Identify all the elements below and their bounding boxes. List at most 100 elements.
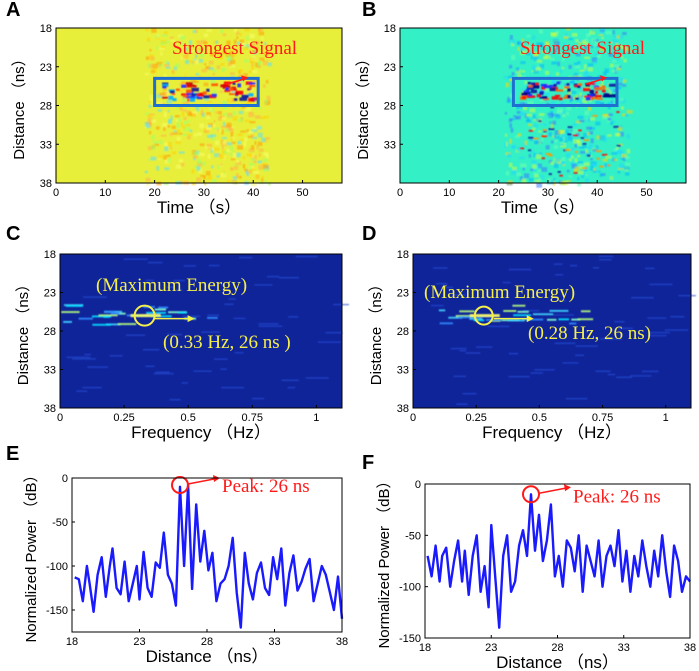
heatmap-cell — [621, 153, 627, 158]
heatmap-cell — [564, 83, 568, 87]
heatmap-cell — [226, 142, 233, 146]
y-tick-label-A: 33 — [40, 139, 52, 151]
heatmap-cell — [164, 159, 170, 164]
x-tick-label-E: 18 — [66, 636, 78, 648]
heatmap-strong-cell — [229, 88, 237, 91]
heatmap-cell — [618, 35, 624, 39]
heatmap-cell — [591, 163, 597, 167]
heatmap-cell — [242, 164, 246, 169]
heatmap-cell — [87, 366, 109, 368]
heatmap-strong-cell — [531, 82, 536, 86]
heatmap-strong-cell — [207, 316, 218, 319]
heatmap-strong-cell — [171, 92, 176, 96]
panel-letter-F: F — [362, 452, 374, 474]
heatmap-cell — [163, 126, 166, 131]
heatmap-cell — [151, 28, 157, 33]
heatmap-cell — [163, 182, 169, 186]
heatmap-cell — [254, 115, 261, 119]
heatmap-cell — [611, 69, 618, 73]
heatmap-strong-cell — [564, 94, 570, 97]
y-tick-label-F: -100 — [399, 582, 421, 594]
heatmap-cell — [208, 60, 214, 65]
heatmap-cell — [165, 66, 171, 69]
x-tick-label-A: 20 — [148, 187, 160, 199]
power-series-line — [74, 483, 344, 629]
panel-letter-D: D — [362, 223, 376, 245]
x-tick-label-D: 0 — [410, 412, 416, 424]
heatmap-strong-cell — [202, 91, 207, 95]
annotation-arrowhead — [241, 75, 249, 82]
heatmap-cell — [562, 113, 565, 117]
heatmap-cell — [594, 41, 601, 44]
heatmap-strong-cell — [594, 94, 602, 98]
heatmap-strong-cell — [203, 95, 210, 99]
heatmap-cell — [459, 349, 467, 352]
heatmap-cell — [431, 304, 444, 307]
heatmap-cell — [553, 145, 559, 149]
heatmap-cell — [574, 166, 581, 172]
heatmap-cell — [213, 120, 216, 123]
heatmap-cell — [557, 61, 560, 67]
heatmap-cell — [248, 130, 253, 134]
heatmap-cell — [566, 106, 572, 111]
heatmap-cell — [145, 177, 151, 182]
heatmap-cell — [626, 109, 633, 114]
heatmap-cell — [560, 110, 566, 115]
heatmap-cell — [534, 174, 539, 178]
heatmap-cell — [150, 100, 155, 106]
heatmap-cell — [505, 141, 508, 147]
heatmap-cell — [123, 258, 148, 260]
heatmap-strong-cell — [541, 96, 548, 99]
heatmap-cell — [195, 29, 198, 34]
heatmap-strong-cell — [582, 142, 587, 145]
heatmap-cell — [207, 314, 220, 316]
heatmap-cell — [249, 33, 255, 39]
heatmap-strong-cell — [186, 91, 194, 96]
heatmap-cell — [547, 112, 554, 116]
heatmap-cell — [540, 138, 544, 143]
heatmap-strong-cell — [237, 83, 242, 88]
heatmap-cell — [573, 168, 577, 172]
heatmap-cell — [531, 164, 537, 169]
heatmap-strong-cell — [599, 165, 604, 168]
heatmap-cell — [536, 182, 543, 188]
x-tick-label-D: 1 — [663, 412, 669, 424]
heatmap-cell — [195, 73, 200, 76]
heatmap-strong-cell — [573, 83, 578, 87]
heatmap-strong-cell — [458, 316, 477, 319]
heatmap-cell — [223, 106, 228, 110]
heatmap-strong-cell — [175, 88, 180, 91]
heatmap-cell — [201, 161, 206, 166]
heatmap-cell — [619, 163, 625, 169]
heatmap-cell — [251, 129, 258, 133]
heatmap-strong-cell — [530, 89, 538, 94]
heatmap-cell — [232, 111, 237, 116]
heatmap-cell — [580, 95, 584, 98]
heatmap-cell — [162, 122, 168, 128]
panel-letter-E: E — [6, 443, 19, 465]
heatmap-cell — [559, 159, 562, 164]
heatmap-cell — [206, 112, 211, 117]
heatmap-cell — [217, 55, 224, 60]
annotation-arrowhead — [187, 315, 195, 323]
heatmap-texture — [144, 28, 272, 187]
heatmap-cell — [173, 130, 178, 133]
heatmap-cell — [235, 173, 239, 179]
heatmap-cell — [160, 51, 163, 56]
heatmap-cell — [148, 104, 152, 108]
heatmap-cell — [603, 163, 610, 168]
panel-letter-A: A — [6, 0, 20, 21]
heatmap-cell — [596, 135, 602, 140]
heatmap-cell — [223, 172, 226, 175]
y-tick-label-E: 0 — [62, 473, 68, 485]
heatmap-cell — [612, 38, 619, 43]
heatmap-cell — [589, 30, 596, 35]
heatmap-cell — [210, 148, 214, 153]
heatmap-cell — [206, 100, 212, 103]
heatmap-strong-cell — [563, 149, 567, 152]
heatmap-cell — [526, 44, 532, 48]
heatmap-cell — [262, 60, 269, 66]
heatmap-cell — [251, 154, 255, 158]
heatmap-strong-cell — [540, 83, 547, 87]
heatmap-cell — [253, 160, 257, 164]
